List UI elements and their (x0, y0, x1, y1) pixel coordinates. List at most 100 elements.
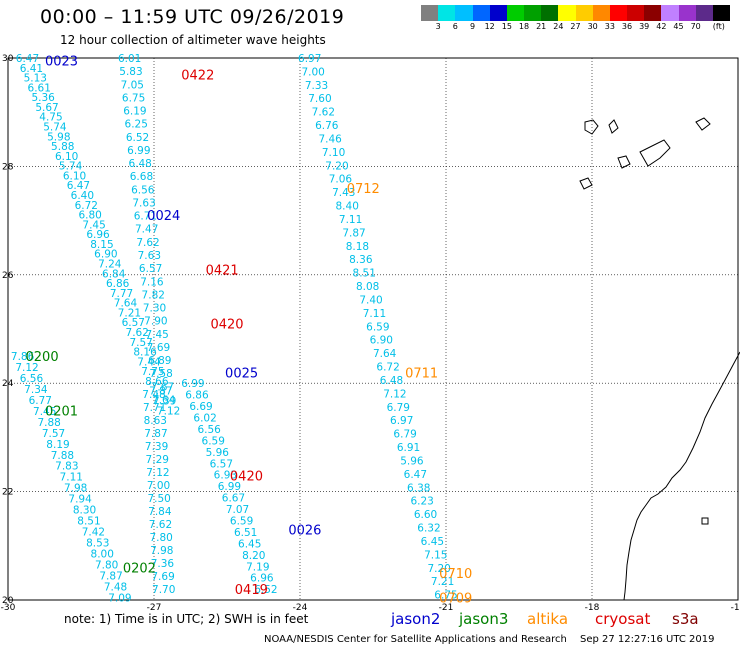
wave-height-value: 5.88 (51, 141, 74, 153)
wave-height-value: 7.44 (137, 356, 161, 368)
wave-height-value: 7.64 (114, 298, 138, 310)
legend-swatch (627, 5, 645, 21)
generated-timestamp: Sep 27 12:27:16 UTC 2019 (580, 634, 715, 645)
wave-height-value: 5.74 (43, 122, 67, 134)
legend-label: 39 (639, 22, 650, 31)
wave-height-value: 6.56 (20, 373, 44, 385)
wave-height-value: 7.19 (246, 561, 269, 573)
pass-time-label: 0419 (235, 583, 268, 598)
wave-height-value: 8.00 (91, 548, 114, 560)
pass-time-label: 0421 (206, 263, 239, 278)
canary-island-2 (608, 119, 619, 134)
footer-note: note: 1) Time is in UTC; 2) SWH is in fe… (64, 612, 309, 626)
wave-height-value: 7.60 (308, 93, 331, 105)
legend-label: 12 (484, 22, 495, 31)
wave-height-value: 7.12 (15, 362, 38, 374)
wave-height-value: 7.15 (424, 549, 447, 561)
legend-label: 42 (656, 22, 667, 31)
satellite-legend-cryosat: cryosat (595, 610, 651, 628)
wave-height-value: 7.11 (60, 472, 83, 484)
pass-time-label: 0709 (439, 591, 472, 606)
wave-height-value: 7.21 (118, 307, 141, 319)
wave-height-value: 7.42 (82, 527, 105, 539)
wave-height-value: 6.57 (122, 317, 145, 329)
wave-height-value: 6.47 (67, 180, 90, 192)
wave-height-value: 8.53 (86, 537, 109, 549)
legend-label: 15 (501, 22, 512, 31)
wave-height-value: 5.67 (35, 102, 58, 114)
color-scale-labels: 3 6 9 12 15 18 21 24 27 30 33 36 39 42 45 70 (ft) (421, 22, 739, 34)
wave-height-value: 7.63 (132, 197, 155, 209)
wave-height-value: 6.90 (370, 335, 393, 347)
wave-height-value: 7.06 (329, 174, 353, 186)
wave-height-value: 6.99 (218, 481, 241, 493)
wave-height-value: 7.30 (143, 303, 166, 315)
wave-height-value: 6.40 (71, 190, 94, 202)
wave-height-value: 6.45 (421, 536, 444, 548)
wave-height-value: 7.57 (42, 428, 65, 440)
wave-height-value: 7.07 (226, 504, 249, 516)
wave-height-value: 6.84 (102, 268, 126, 280)
map-subtitle: 12 hour collection of altimeter wave hei… (60, 33, 326, 47)
wave-height-value: 6.47 (16, 53, 39, 65)
canary-island-6 (695, 117, 711, 131)
wave-height-value: 6.97 (298, 53, 321, 65)
lat-tick-label: 20 (2, 596, 14, 606)
legend-swatch (489, 5, 507, 21)
wave-height-value: 7.87 (149, 386, 172, 398)
wave-height-value: 6.38 (407, 482, 430, 494)
wave-height-value: 8.16 (133, 347, 157, 359)
wave-height-value: 7.45 (33, 406, 56, 418)
pass-time-label: 0024 (147, 209, 180, 224)
satellite-legend-altika: altika (527, 610, 569, 628)
legend-swatch (558, 5, 576, 21)
wave-height-value: 7.39 (153, 396, 176, 408)
wave-height-value: 6.01 (118, 53, 141, 65)
legend-label: 27 (570, 22, 581, 31)
wave-height-value: 7.88 (51, 450, 74, 462)
legend-label: 33 (604, 22, 615, 31)
wave-height-value: 7.90 (144, 316, 167, 328)
wave-height-value: 6.56 (131, 184, 155, 196)
map-title: 00:00 – 11:59 UTC 09/26/2019 (40, 6, 345, 28)
legend-label: 36 (621, 22, 633, 31)
wave-height-value: 6.52 (126, 132, 149, 144)
wave-height-value: 7.50 (147, 493, 170, 505)
wave-height-value: 8.19 (46, 439, 69, 451)
legend-swatch (524, 5, 542, 21)
wave-height-value: 7.57 (129, 337, 152, 349)
wave-height-value: 7.69 (151, 571, 174, 583)
wave-height-value: 7.84 (148, 506, 172, 518)
pass-time-label: 0202 (123, 561, 156, 576)
legend-swatch (712, 5, 731, 21)
wave-height-value: 6.79 (393, 429, 416, 441)
wave-height-value: 6.89 (148, 355, 171, 367)
wave-height-value: 7.12 (157, 405, 180, 417)
pass-time-label: 0710 (439, 567, 472, 582)
legend-label: 24 (553, 22, 564, 31)
legend-label: 70 (690, 22, 701, 31)
wave-height-value: 7.63 (138, 250, 161, 262)
wave-height-value: 7.11 (339, 214, 362, 226)
legend-swatch (644, 5, 662, 21)
wave-height-value: 6.23 (410, 496, 433, 508)
wave-height-value: 7.47 (135, 224, 158, 236)
lat-tick-label: 24 (2, 379, 14, 389)
pass-time-label: 0711 (405, 366, 438, 381)
wave-height-value: 7.87 (342, 227, 365, 239)
wave-height-value: 6.86 (106, 278, 130, 290)
legend-label: (ft) (712, 22, 725, 31)
wave-height-value: 7.71 (143, 402, 166, 414)
wave-height-value: 7.40 (359, 294, 382, 306)
wave-height-value: 6.47 (404, 469, 427, 481)
wave-height-value: 7.62 (136, 237, 159, 249)
wave-height-value: 6.68 (130, 171, 153, 183)
legend-label: 9 (469, 22, 476, 31)
wave-height-value: 7.88 (37, 417, 60, 429)
wave-height-value: 6.10 (55, 151, 78, 163)
canary-island-1 (584, 119, 599, 135)
wave-height-value: 8.36 (349, 254, 373, 266)
wave-height-value: 5.83 (119, 66, 142, 78)
lat-tick-label: 28 (2, 162, 14, 172)
